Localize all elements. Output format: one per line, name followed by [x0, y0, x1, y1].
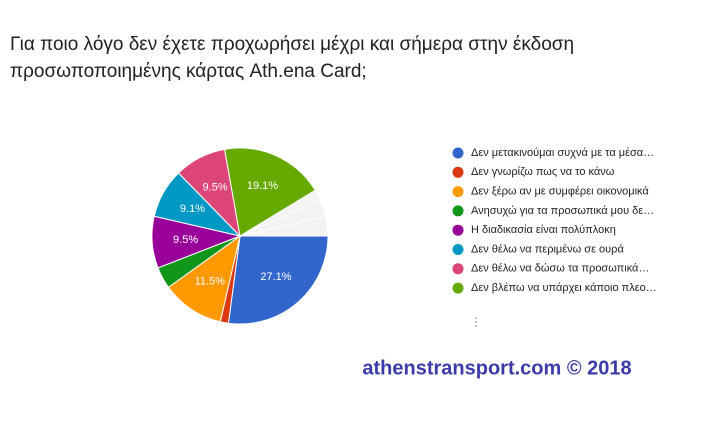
legend-label: Δεν θέλω να δώσω τα προσωπικά… [471, 263, 649, 275]
legend-marker [452, 263, 464, 275]
more-indicator[interactable] [475, 325, 477, 327]
legend-marker [452, 166, 464, 178]
watermark: athenstransport.com © 2018 [362, 357, 631, 379]
legend-marker [452, 186, 464, 198]
slice-label: 9.1% [180, 203, 205, 215]
slice-label: 9.5% [203, 181, 228, 193]
slice-label: 27.1% [260, 271, 291, 283]
legend-marker [452, 205, 464, 217]
slice-label: 11.5% [195, 275, 226, 287]
chart-title: Για ποιο λόγο δεν έχετε προχωρήσει μέχρι… [10, 34, 574, 55]
pie-slice [167, 234, 241, 323]
pie-slice [227, 235, 329, 325]
legend-label: Δεν μετακινούμαι συχνά με τα μέσα… [471, 147, 654, 159]
legend-label: Δεν θέλω να περιμένω σε ουρά [471, 243, 624, 255]
legend-label: Η διαδικασία είναι πολύπλοκη [471, 224, 616, 236]
legend-label: Δεν γνωρίζω πως να το κάνω [471, 166, 615, 178]
legend-marker [452, 147, 464, 159]
pie-divider [239, 215, 329, 237]
slice-label: 9.5% [173, 234, 198, 246]
slice-label: 19.1% [247, 180, 278, 192]
pie-slice [224, 147, 316, 237]
legend-label: Ανησυχώ για τα προσωπικά μου δε… [471, 205, 654, 217]
legend-label: Δεν ξέρω αν με συμφέρει οικονομικά [471, 186, 649, 198]
legend-label: Δεν βλέπω να υπάρχει κάποιο πλεο… [471, 282, 657, 294]
legend-marker [452, 224, 464, 236]
chart-title: προσωποποιημένης κάρτας Ath.ena Card; [10, 61, 367, 82]
more-indicator[interactable] [475, 321, 477, 323]
legend-marker [452, 282, 464, 294]
more-indicator[interactable] [475, 317, 477, 319]
legend-marker [452, 244, 464, 255]
pie-divider [239, 196, 327, 237]
